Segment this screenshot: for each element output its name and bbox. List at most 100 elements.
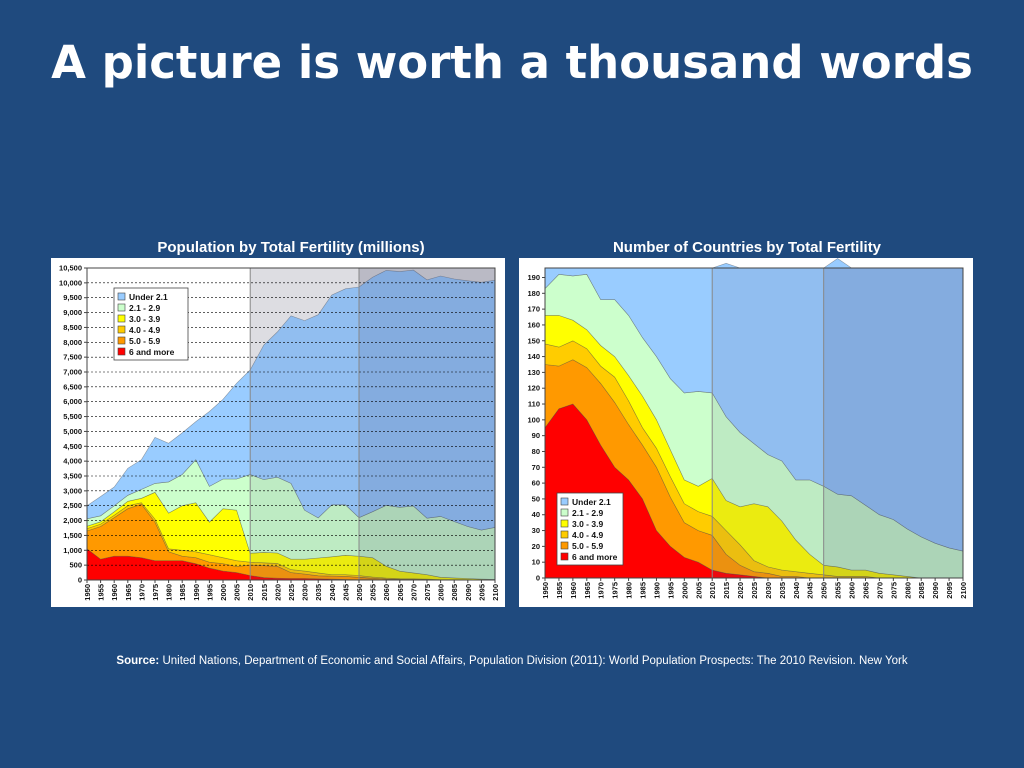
x-tick-label: 2050 xyxy=(820,582,829,599)
x-tick-label: 2005 xyxy=(233,584,242,601)
population-fertility-chart: 0 500 1,000 1,500 2,000 2,500 3,000 3,500 4,000 4… xyxy=(59,264,500,601)
x-tick-label: 1955 xyxy=(97,584,106,601)
x-tick-label: 1980 xyxy=(165,584,174,601)
legend-label-5-0-5-9: 5.0 - 5.9 xyxy=(129,336,160,346)
legend-swatch-2-1-2-9 xyxy=(117,303,126,312)
x-tick-label: 1950 xyxy=(83,584,92,601)
y-tick-label: 110 xyxy=(528,400,540,409)
y-tick-label: 20 xyxy=(532,542,540,551)
x-tick-label: 2085 xyxy=(450,584,459,601)
legend-swatch-under-2-1 xyxy=(117,292,126,301)
y-tick-label: 7,500 xyxy=(63,353,82,362)
population-chart-panel: 0 500 1,000 1,500 2,000 2,500 3,000 3,500 4,000 4… xyxy=(51,258,505,607)
legend-label-under-2-1: Under 2.1 xyxy=(572,497,611,507)
x-tick-label: 1985 xyxy=(639,582,648,599)
x-tick-label: 2045 xyxy=(341,584,350,601)
x-tick-label: 2030 xyxy=(301,584,310,601)
x-tick-label: 1980 xyxy=(625,582,634,599)
legend-swatch-5-0-5-9 xyxy=(560,541,569,550)
y-tick-label: 130 xyxy=(527,368,540,377)
x-tick-label: 2020 xyxy=(273,584,282,601)
x-tick-label: 2060 xyxy=(848,582,857,599)
legend-swatch-3-0-3-9 xyxy=(560,519,569,528)
x-tick-label: 2100 xyxy=(491,584,500,601)
y-tick-label: 5,500 xyxy=(63,412,82,421)
y-tick-label: 3,000 xyxy=(63,486,82,495)
legend-label-4-0-4-9: 4.0 - 4.9 xyxy=(129,325,160,335)
legend-swatch-6-and-more xyxy=(560,552,569,561)
x-tick-label: 2080 xyxy=(903,582,912,599)
x-tick-label: 2000 xyxy=(680,582,689,599)
y-tick-label: 6,000 xyxy=(63,397,82,406)
y-tick-label: 9,000 xyxy=(63,308,82,317)
legend-swatch-2-1-2-9 xyxy=(560,508,569,517)
source-text: United Nations, Department of Economic a… xyxy=(162,655,908,667)
legend-box xyxy=(113,287,189,361)
x-tick-label: 1970 xyxy=(137,584,146,601)
x-tick-label: 2065 xyxy=(861,582,870,599)
source-citation: Source: United Nations, Department of Ec… xyxy=(0,655,1024,667)
x-tick-label: 2035 xyxy=(314,584,323,601)
x-tick-label: 1960 xyxy=(569,582,578,599)
y-tick-label: 500 xyxy=(69,561,82,570)
x-tick-label: 2035 xyxy=(778,582,787,599)
legend-swatch-3-0-3-9 xyxy=(117,314,126,323)
legend-label-2-1-2-9: 2.1 - 2.9 xyxy=(129,303,160,313)
legend-label-6-and-more: 6 and more xyxy=(129,347,175,357)
y-tick-label: 190 xyxy=(527,273,540,282)
projection-overlay xyxy=(359,268,495,580)
x-tick-label: 2060 xyxy=(382,584,391,601)
y-tick-label: 10 xyxy=(532,558,540,567)
projection-overlay xyxy=(250,268,359,580)
countries-chart-title: Number of Countries by Total Fertility xyxy=(612,239,882,256)
y-tick-label: 0 xyxy=(78,576,82,585)
x-tick-label: 2015 xyxy=(260,584,269,601)
x-tick-label: 1965 xyxy=(124,584,133,601)
y-tick-label: 30 xyxy=(532,526,540,535)
legend-label-5-0-5-9: 5.0 - 5.9 xyxy=(572,541,603,551)
x-tick-label: 1975 xyxy=(151,584,160,601)
x-tick-label: 2010 xyxy=(708,582,717,599)
x-tick-label: 1995 xyxy=(205,584,214,601)
x-tick-label: 2040 xyxy=(792,582,801,599)
y-tick-label: 10,500 xyxy=(59,264,82,273)
x-tick-label: 2095 xyxy=(945,582,954,599)
y-tick-label: 80 xyxy=(532,447,540,456)
projection-overlay xyxy=(712,268,824,578)
x-tick-label: 2010 xyxy=(246,584,255,601)
y-tick-label: 150 xyxy=(527,336,540,345)
y-tick-label: 40 xyxy=(532,510,540,519)
x-tick-label: 2080 xyxy=(437,584,446,601)
y-tick-label: 5,000 xyxy=(63,427,82,436)
x-tick-label: 2090 xyxy=(931,582,940,599)
source-label: Source: xyxy=(116,655,160,667)
legend-swatch-4-0-4-9 xyxy=(560,530,569,539)
y-tick-label: 3,500 xyxy=(63,472,82,481)
x-tick-label: 2030 xyxy=(764,582,773,599)
x-tick-label: 2005 xyxy=(694,582,703,599)
legend-label-6-and-more: 6 and more xyxy=(572,552,618,562)
x-tick-label: 1965 xyxy=(583,582,592,599)
legend-swatch-5-0-5-9 xyxy=(117,336,126,345)
y-tick-label: 160 xyxy=(527,320,540,329)
x-tick-label: 2055 xyxy=(834,582,843,599)
y-tick-label: 10,000 xyxy=(59,278,82,287)
y-tick-label: 90 xyxy=(532,431,540,440)
y-tick-label: 8,500 xyxy=(63,323,82,332)
legend-swatch-6-and-more xyxy=(117,347,126,356)
x-tick-label: 1995 xyxy=(666,582,675,599)
slide-title: A picture is worth a thousand words xyxy=(51,36,973,89)
y-tick-label: 8,000 xyxy=(63,338,82,347)
y-tick-label: 1,500 xyxy=(63,531,82,540)
x-tick-label: 2000 xyxy=(219,584,228,601)
y-tick-label: 50 xyxy=(532,494,540,503)
countries-chart-panel: 0 10 20 30 40 50 60 70 80 90 100 110 120 130 140 150 160… xyxy=(519,258,973,607)
y-tick-label: 9,500 xyxy=(63,293,82,302)
countries-fertility-chart: 0102030405060708090100110120130140150160… xyxy=(527,258,968,599)
y-tick-label: 7,000 xyxy=(63,368,82,377)
x-tick-label: 1975 xyxy=(611,582,620,599)
x-tick-label: 2020 xyxy=(736,582,745,599)
y-tick-label: 2,500 xyxy=(63,501,82,510)
legend-label-under-2-1: Under 2.1 xyxy=(129,292,168,302)
x-tick-label: 2070 xyxy=(409,584,418,601)
